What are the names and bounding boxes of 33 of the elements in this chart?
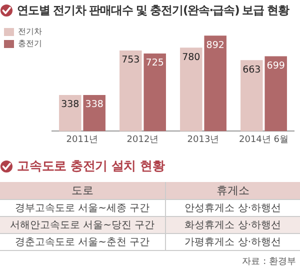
header-cell: 도로	[0, 182, 166, 199]
data-label: 699	[266, 60, 285, 72]
bar	[144, 53, 166, 132]
text: 고속도로 충전기 설치 현황	[17, 158, 165, 174]
bar	[240, 60, 263, 132]
table-cell: 안성휴게소 상·하행선	[165, 199, 300, 216]
bar	[83, 94, 106, 132]
table-cell: 경춘고속도로 서울~춘천 구간	[0, 233, 166, 250]
chart-title: 연도별 전기차 판매대수 및 충전기(완속·급속) 보급 현황	[17, 2, 289, 18]
legend-label: 충전기	[18, 39, 42, 48]
x-tick-label: 2011년	[66, 134, 98, 145]
text: 자료 : 환경부	[241, 256, 297, 268]
bar	[120, 50, 142, 132]
x-tick-label: 2013년	[187, 134, 220, 145]
legend-label: 전기차	[18, 27, 42, 36]
bar	[59, 94, 82, 132]
table-cell: 화성휴게소 상·하행선	[165, 216, 300, 233]
data-label: 780	[182, 52, 200, 63]
bar	[204, 36, 226, 132]
table-cell: 경부고속도로 서울~세종 구간	[0, 199, 166, 216]
bar	[180, 48, 202, 132]
data-label: 892	[206, 40, 224, 51]
header-cell: 휴게소	[165, 182, 300, 199]
bar	[264, 56, 287, 132]
data-label: 338	[85, 99, 104, 110]
table-cell: 서해안고속도로 서울~당진 구간	[0, 216, 166, 233]
data-label: 753	[122, 54, 140, 66]
data-label: 338	[61, 99, 80, 110]
x-tick-label: 2012년	[126, 134, 159, 145]
data-label: 663	[242, 64, 261, 76]
x-tick-label: 2014년 6월	[239, 134, 288, 145]
data-label: 725	[146, 58, 164, 69]
table-cell: 가평휴게소 상·하행선	[165, 233, 300, 250]
